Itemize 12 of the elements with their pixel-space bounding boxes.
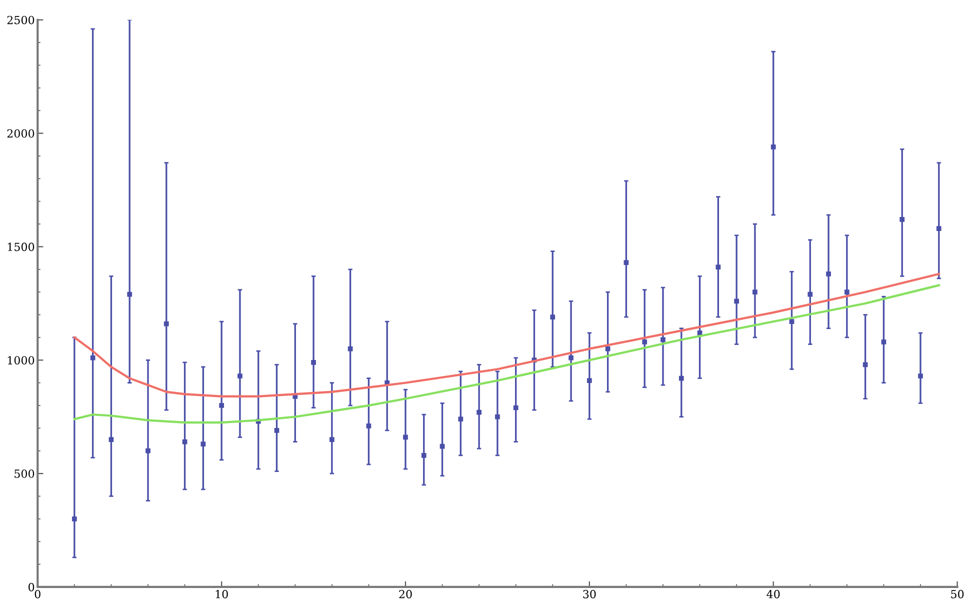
x-tick-label: 50 <box>951 590 964 598</box>
y-tick-label: 1000 <box>8 356 34 364</box>
x-tick-label: 30 <box>583 590 596 598</box>
x-tick-label: 0 <box>34 590 40 598</box>
y-tick-label: 1500 <box>8 242 34 252</box>
x-tick-label: 10 <box>216 590 228 598</box>
y-tick-label: 500 <box>14 470 34 478</box>
x-tick-label: 20 <box>399 590 412 598</box>
y-tick-label: 0 <box>28 582 34 592</box>
x-tick-label: 40 <box>766 590 780 598</box>
y-tick-label: 2000 <box>7 129 34 138</box>
y-tick-label: 2500 <box>7 16 34 24</box>
